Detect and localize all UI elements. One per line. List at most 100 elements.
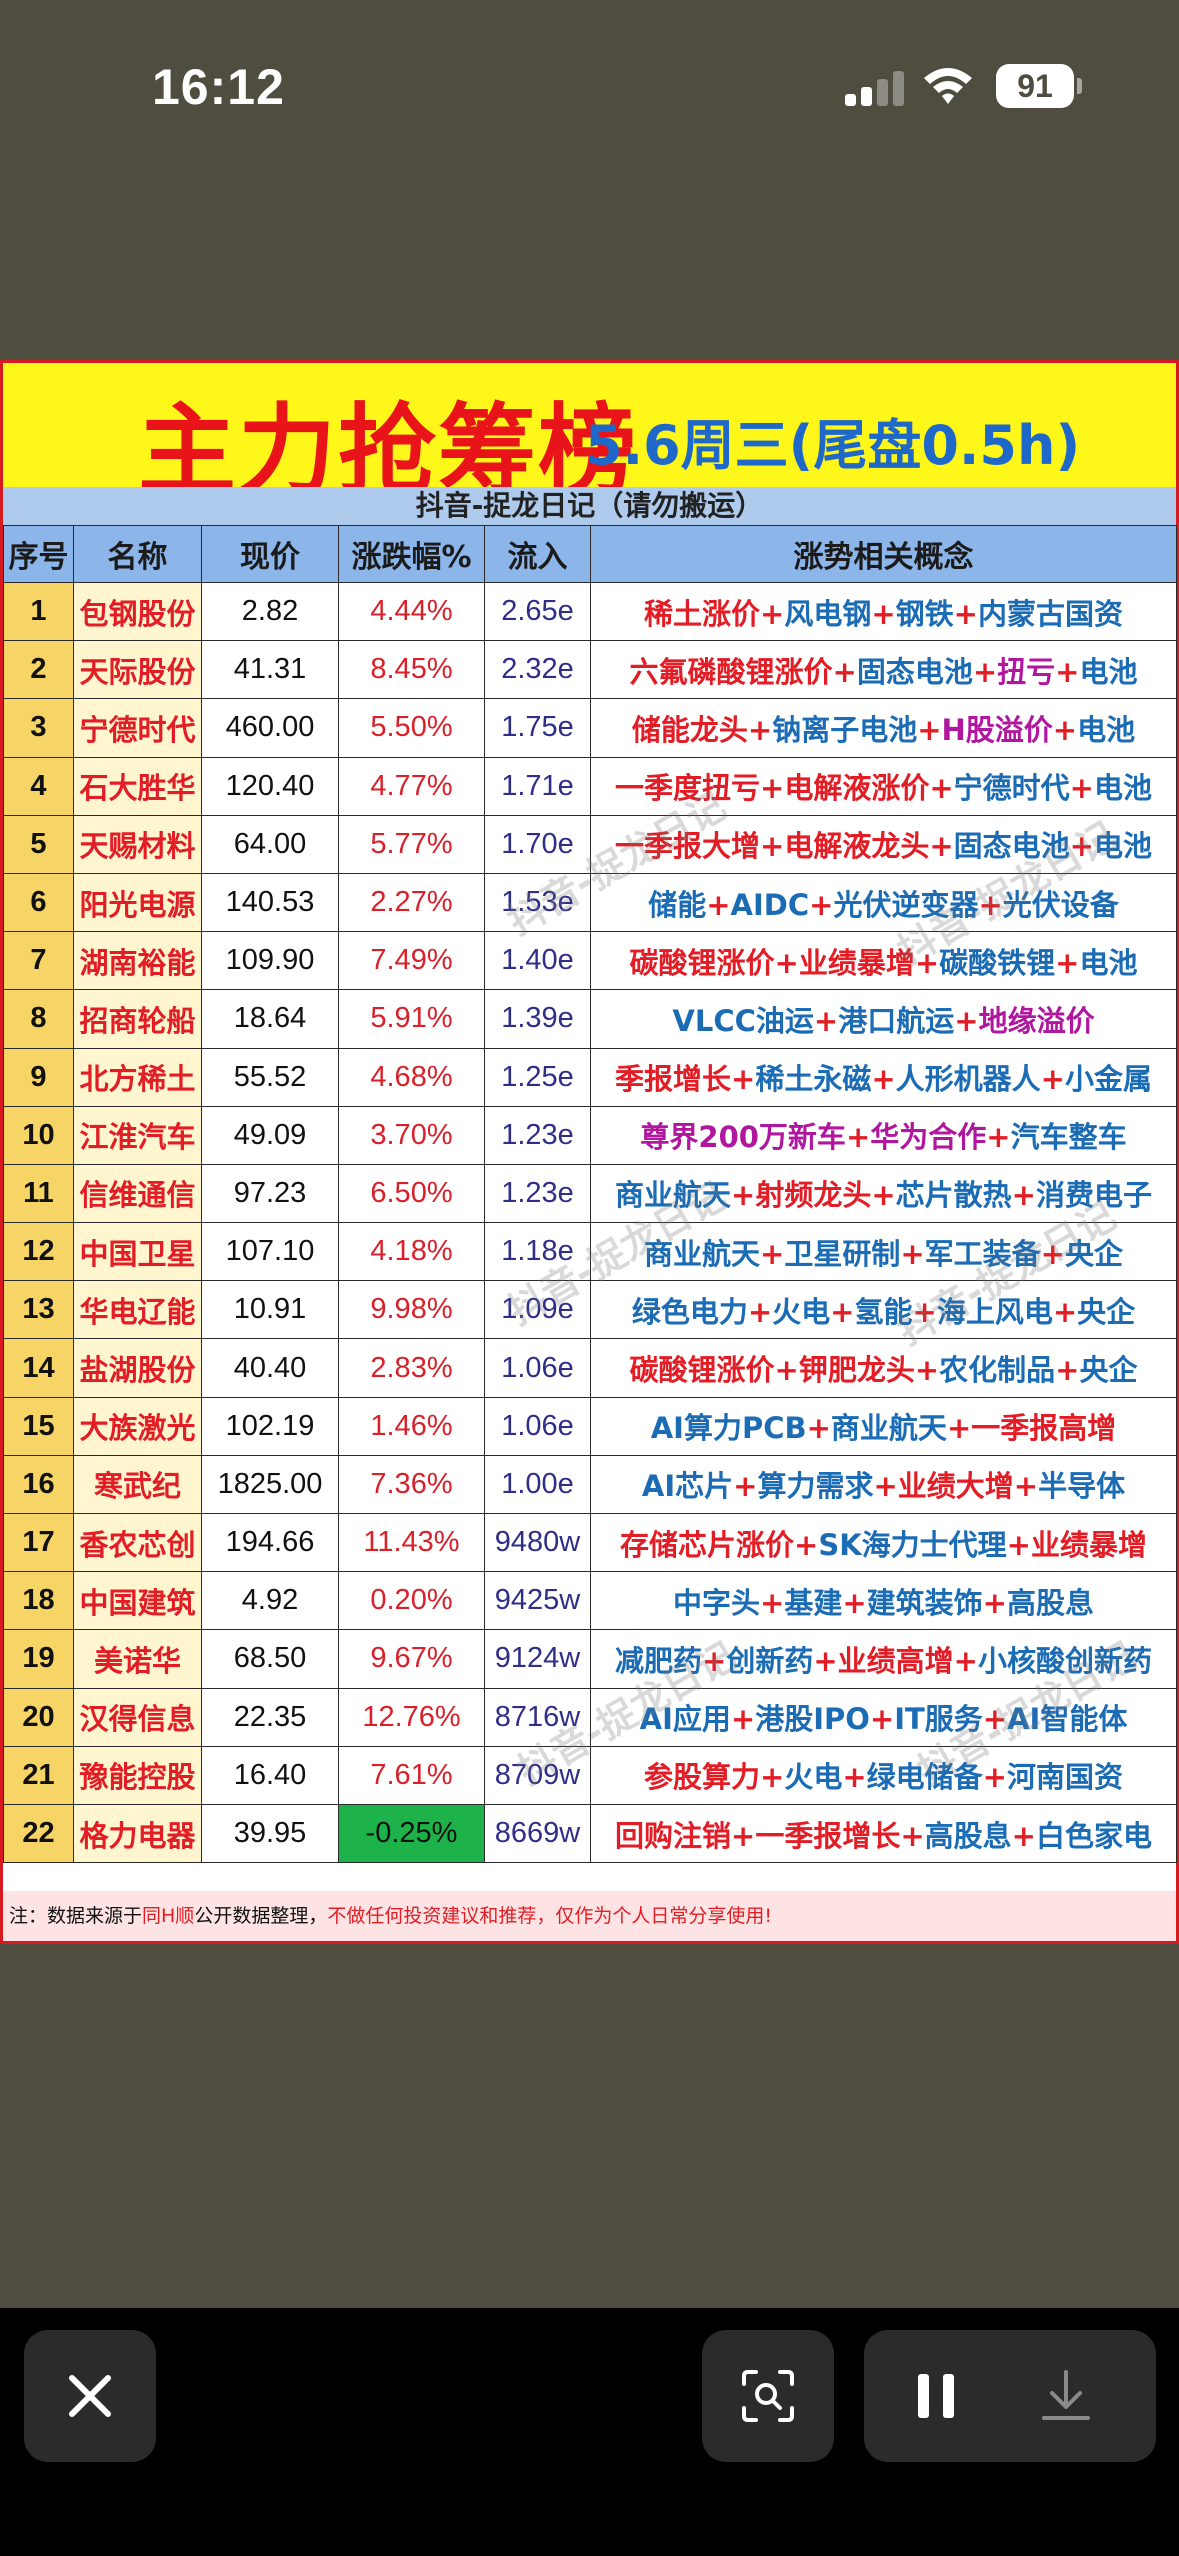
- stock-concepts: 存储芯片涨价+SK海力士代理+业绩暴增: [590, 1512, 1177, 1573]
- row-index: 20: [3, 1687, 74, 1747]
- concept-tag: 储能龙头: [631, 712, 748, 747]
- download-button[interactable]: [1036, 2366, 1096, 2426]
- stock-inflow: 1.06e: [484, 1396, 591, 1456]
- stock-change: 12.76%: [338, 1687, 485, 1747]
- concept-separator: +: [842, 1760, 867, 1795]
- table-row: 10 江淮汽车 49.09 3.70% 1.23e 尊界200万新车+华为合作+汽车整车: [3, 1105, 1177, 1165]
- concept-separator: +: [1040, 1062, 1065, 1097]
- table-row: 22 格力电器 39.95 -0.25% 8669w 回购注销+一季报增长+高股息+白色家…: [3, 1803, 1177, 1864]
- stock-price: 107.10: [201, 1222, 339, 1282]
- concept-tag: 稀土永磁: [755, 1062, 872, 1097]
- concept-tag: 人形机器人: [895, 1062, 1041, 1097]
- concept-separator: +: [871, 1062, 896, 1097]
- concept-tag: 固态电池: [856, 654, 973, 689]
- stock-price: 68.50: [201, 1629, 339, 1689]
- col-header-name: 名称: [73, 525, 202, 583]
- concept-tag: 存储芯片涨价: [619, 1527, 794, 1562]
- stock-inflow: 9124w: [484, 1629, 591, 1689]
- footnote-source: 同H顺: [142, 1905, 195, 1927]
- concept-separator: +: [982, 1585, 1007, 1620]
- concept-tag: 碳酸锂涨价: [629, 1353, 775, 1388]
- concept-tag: 电池: [1079, 654, 1138, 689]
- concept-separator: +: [760, 1760, 785, 1795]
- ranking-image[interactable]: 主力抢筹榜 5.6周三(尾盘0.5h) 抖音-捉龙日记（请勿搬运） 序号 名称 …: [0, 360, 1179, 1944]
- stock-change: 8.45%: [338, 640, 485, 700]
- close-icon: [69, 2375, 111, 2417]
- concept-tag: 尊界200万新车: [640, 1120, 846, 1155]
- concept-tag: 钾肥龙头: [798, 1353, 915, 1388]
- col-header-price: 现价: [201, 525, 339, 583]
- concept-tag: 一季报高增: [971, 1411, 1117, 1446]
- concept-tag: 央企: [1064, 1236, 1123, 1271]
- stock-price: 102.19: [201, 1396, 339, 1456]
- concept-separator: +: [774, 1353, 799, 1388]
- stock-name: 宁德时代: [73, 698, 202, 758]
- col-header-change: 涨跌幅%: [338, 525, 485, 583]
- close-button[interactable]: [24, 2330, 156, 2462]
- footnote-middle: 公开数据整理，: [194, 1905, 328, 1927]
- concept-tag: 稀土涨价: [644, 596, 761, 631]
- concept-separator: +: [1006, 1527, 1031, 1562]
- stock-concepts: 一季报大增+电解液龙头+固态电池+电池: [590, 814, 1177, 874]
- concept-separator: +: [747, 1294, 773, 1329]
- pause-icon: [918, 2374, 954, 2418]
- concept-tag: 小金属: [1064, 1062, 1152, 1097]
- pause-button[interactable]: [906, 2366, 966, 2426]
- stock-change: 9.67%: [338, 1629, 485, 1689]
- stock-change: 5.77%: [338, 814, 485, 874]
- concept-separator: +: [972, 654, 998, 689]
- stock-name: 中国卫星: [73, 1222, 202, 1282]
- concept-separator: +: [900, 1236, 925, 1271]
- concept-separator: +: [929, 829, 954, 864]
- stock-inflow: 1.39e: [484, 989, 591, 1049]
- concept-tag: AI算力PCB: [650, 1411, 807, 1446]
- stock-name: 天赐材料: [73, 814, 202, 874]
- concept-tag: 六氟磷酸锂涨价: [629, 654, 833, 689]
- stock-name: 天际股份: [73, 640, 202, 700]
- stock-inflow: 1.71e: [484, 756, 591, 816]
- concept-separator: +: [871, 1178, 896, 1213]
- concept-tag: 扭亏: [997, 654, 1056, 689]
- concept-tag: 火电: [772, 1294, 831, 1329]
- stock-name: 大族激光: [73, 1396, 202, 1456]
- concept-tag: 回购注销: [615, 1818, 732, 1853]
- stock-change: 5.50%: [338, 698, 485, 758]
- concept-tag: 内蒙古国资: [977, 596, 1123, 631]
- col-header-concepts: 涨势相关概念: [590, 525, 1177, 583]
- concept-separator: +: [871, 596, 896, 631]
- concept-tag: 业绩高增: [837, 1643, 954, 1678]
- stock-concepts: 参股算力+火电+绿电储备+河南国资: [590, 1745, 1177, 1805]
- stock-inflow: 2.32e: [484, 640, 591, 700]
- stock-price: 40.40: [201, 1338, 339, 1398]
- row-index: 16: [3, 1454, 74, 1515]
- status-bar: 16:12 91: [0, 0, 1179, 170]
- concept-separator: +: [1011, 1818, 1036, 1853]
- stock-change: 2.83%: [338, 1338, 485, 1398]
- stock-concepts: 减肥药+创新药+业绩高增+小核酸创新药: [590, 1629, 1177, 1689]
- table-row: 9 北方稀土 55.52 4.68% 1.25e 季报增长+稀土永磁+人形机器人+小金属: [3, 1047, 1177, 1107]
- concept-tag: 军工装备: [924, 1236, 1041, 1271]
- concept-separator: +: [702, 1643, 727, 1678]
- concept-tag: 一季报大增: [615, 829, 761, 864]
- scan-text-button[interactable]: [702, 2330, 834, 2462]
- concept-tag: 华为合作: [870, 1120, 987, 1155]
- concept-tag: 高股息: [924, 1818, 1012, 1853]
- footnote-prefix: 注：数据来源于: [9, 1905, 143, 1927]
- row-index: 9: [3, 1047, 74, 1107]
- stock-price: 109.90: [201, 931, 339, 991]
- concept-tag: 商业航天: [615, 1178, 732, 1213]
- concept-separator: +: [794, 1527, 819, 1562]
- banner: 主力抢筹榜 5.6周三(尾盘0.5h): [3, 363, 1176, 508]
- stock-concepts: 季报增长+稀土永磁+人形机器人+小金属: [590, 1047, 1177, 1107]
- stock-concepts: AI应用+港股IPO+IT服务+AI智能体: [590, 1687, 1177, 1747]
- stock-concepts: 储能+AIDC+光伏逆变器+光伏设备: [590, 872, 1177, 933]
- concept-tag: 地缘溢价: [978, 1003, 1095, 1038]
- table-row: 11 信维通信 97.23 6.50% 1.23e 商业航天+射频龙头+芯片散热+消费电子: [3, 1163, 1177, 1224]
- concept-separator: +: [986, 1120, 1011, 1155]
- battery-tip: [1077, 78, 1082, 94]
- stock-name: 格力电器: [73, 1803, 202, 1864]
- concept-tag: 算力需求: [757, 1469, 874, 1504]
- stock-inflow: 8669w: [484, 1803, 591, 1864]
- concept-tag: 消费电子: [1035, 1178, 1152, 1213]
- stock-change: 7.49%: [338, 931, 485, 991]
